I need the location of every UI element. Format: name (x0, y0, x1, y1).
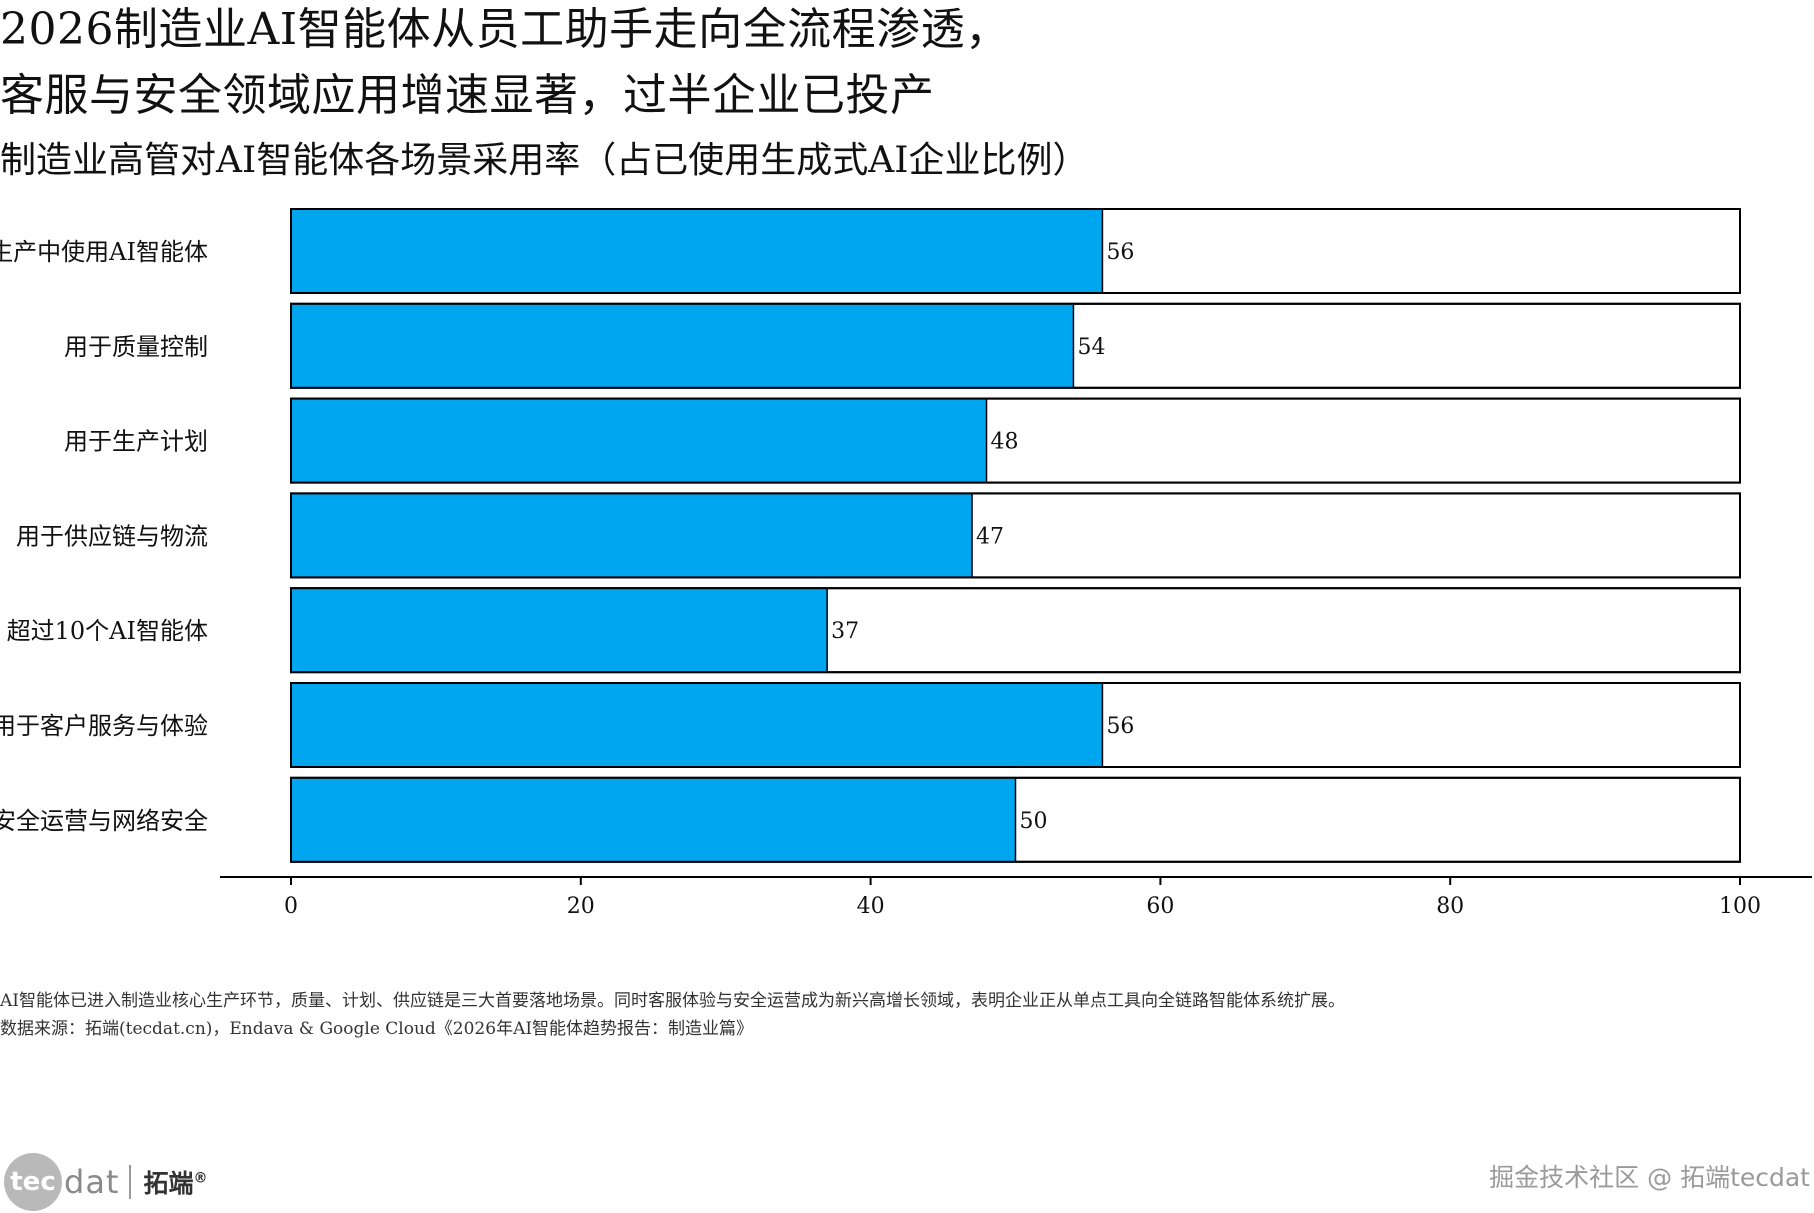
logo-circle: tec (4, 1153, 62, 1211)
bar (290, 587, 828, 673)
bar-frame (290, 587, 1741, 674)
watermark: 掘金技术社区 @ 拓端tecdat (1489, 1163, 1810, 1192)
category-label: 生产中使用AI智能体 (0, 238, 208, 266)
data-label: 56 (1106, 714, 1134, 739)
logo-divider (129, 1165, 132, 1199)
bar-frame (290, 492, 1741, 579)
bar-frame (290, 302, 1741, 389)
category-label: 用于客户服务与体验 (0, 712, 208, 740)
chart-title-line-2: 客服与安全领域应用增速显著，过半企业已投产 (0, 70, 935, 121)
logo-text: dat (64, 1163, 120, 1201)
logo-registered-mark: ® (193, 1170, 208, 1187)
chart-subtitle: 制造业高管对AI智能体各场景采用率（占已使用生成式AI企业比例） (0, 140, 1089, 181)
bar-frame (290, 208, 1741, 294)
category-label: 用于安全运营与网络安全 (0, 807, 208, 835)
category-label: 超过10个AI智能体 (7, 617, 208, 645)
bar-frame (290, 397, 1741, 484)
data-label: 54 (1077, 335, 1105, 360)
bar (290, 303, 1075, 389)
data-source: 数据来源：拓端(tecdat.cn)，Endava & Google Cloud… (0, 1019, 754, 1039)
chart-title-line-1: 2026制造业AI智能体从员工助手走向全流程渗透， (0, 4, 1010, 55)
logo-cn-text: 拓端® (143, 1164, 207, 1200)
data-label: 47 (976, 524, 1004, 549)
bar-frame (290, 776, 1741, 863)
x-tick-label: 20 (567, 894, 595, 919)
chart-note: AI智能体已进入制造业核心生产环节，质量、计划、供应链是三大首要落地场景。同时客… (0, 991, 1345, 1011)
bar (290, 682, 1104, 768)
x-tick-label: 40 (857, 894, 885, 919)
bar (290, 397, 988, 484)
x-tick-label: 60 (1146, 894, 1174, 919)
bar-frame (290, 682, 1741, 768)
x-tick-label: 80 (1436, 894, 1464, 919)
data-label: 37 (831, 619, 859, 644)
data-label: 48 (991, 430, 1019, 455)
category-label: 用于生产计划 (64, 428, 208, 456)
data-label: 56 (1106, 240, 1134, 265)
category-label: 用于供应链与物流 (16, 522, 208, 550)
tecdat-logo: tec dat 拓端® (4, 1151, 207, 1213)
x-tick-label: 0 (284, 894, 298, 919)
category-label: 用于质量控制 (64, 333, 208, 361)
logo-cn-label: 拓端 (143, 1169, 194, 1198)
data-label: 50 (1020, 809, 1048, 834)
bar (290, 492, 973, 579)
bar (290, 208, 1104, 294)
bar-chart: 56 生产中使用AI智能体 54 用于质量控制 48 用于生产计划 47 用于供应链与物流 37… (0, 208, 1812, 919)
bar (290, 777, 1017, 863)
x-tick-label: 100 (1719, 894, 1761, 919)
